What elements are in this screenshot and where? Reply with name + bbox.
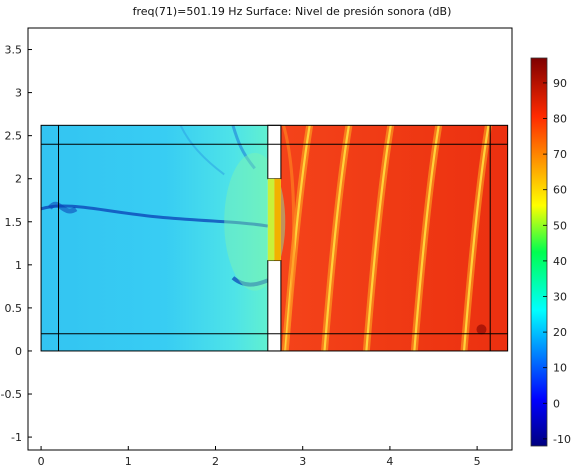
colorbar-tick-label: 10 (553, 362, 567, 375)
colorbar: 90 80 70 60 50 40 30 20 10 0 -10 (530, 57, 571, 447)
y-tick-label: 1 (15, 259, 22, 272)
colorbar-tick-label: 40 (553, 255, 567, 268)
y-tick-label: 2.5 (5, 130, 23, 143)
colorbar-gradient (530, 57, 548, 447)
y-tick-label: 3.5 (5, 44, 23, 57)
nodal-streak (40, 204, 269, 228)
nodal-streak (179, 124, 225, 176)
nodal-streak (231, 276, 269, 287)
x-tick-label: 3 (299, 455, 306, 468)
nodal-streak (231, 124, 256, 170)
x-tick-label: 1 (125, 455, 132, 468)
nodal-line (323, 125, 351, 352)
opening-panel (274, 178, 281, 261)
left-region (41, 125, 268, 351)
colorbar-tick-label: 30 (553, 290, 567, 303)
nodal-line (365, 125, 392, 352)
domain-outline (40, 124, 509, 352)
colorbar-tick-label: 20 (553, 326, 567, 339)
colorbar-tick-label: 90 (553, 77, 567, 90)
x-tick-label: 2 (212, 455, 219, 468)
nodal-line (413, 125, 440, 352)
nodal-line-glow (282, 124, 296, 352)
colorbar-tick-label: 50 (553, 219, 567, 232)
nodal-streak (47, 201, 78, 214)
x-tick-label: 4 (386, 455, 393, 468)
y-tick-label: 2 (15, 173, 22, 186)
wall-upper (267, 124, 282, 180)
y-tick-label: 1.5 (5, 216, 23, 229)
opening-panel (267, 178, 275, 261)
y-tick-label: 0 (15, 345, 22, 358)
y-tick-label: 0.5 (5, 302, 23, 315)
colorbar-tick-label: 80 (553, 113, 567, 126)
y-tick-label: 3 (15, 87, 22, 100)
x-tick-label: 0 (38, 455, 45, 468)
wall-lower (267, 260, 282, 352)
x-ticks: 0 1 2 3 4 5 (38, 446, 481, 468)
colorbar-tick-label: 0 (553, 397, 560, 410)
y-tick-label: -1 (11, 431, 22, 444)
nodal-line (462, 125, 490, 352)
colorbar-tick-label: -10 (553, 433, 571, 446)
x-tick-label: 5 (474, 455, 481, 468)
y-ticks: -1 -0.5 0 0.5 1 1.5 2 2.5 3 3.5 (1, 44, 32, 444)
colorbar-tick-label: 60 (553, 184, 567, 197)
hot-spot (476, 324, 487, 335)
y-tick-label: -0.5 (1, 388, 22, 401)
chart-title: freq(71)=501.19 Hz Surface: Nivel de pre… (133, 5, 452, 18)
nodal-line (284, 125, 311, 352)
surface-field (40, 124, 509, 352)
colorbar-tick-label: 70 (553, 148, 567, 161)
